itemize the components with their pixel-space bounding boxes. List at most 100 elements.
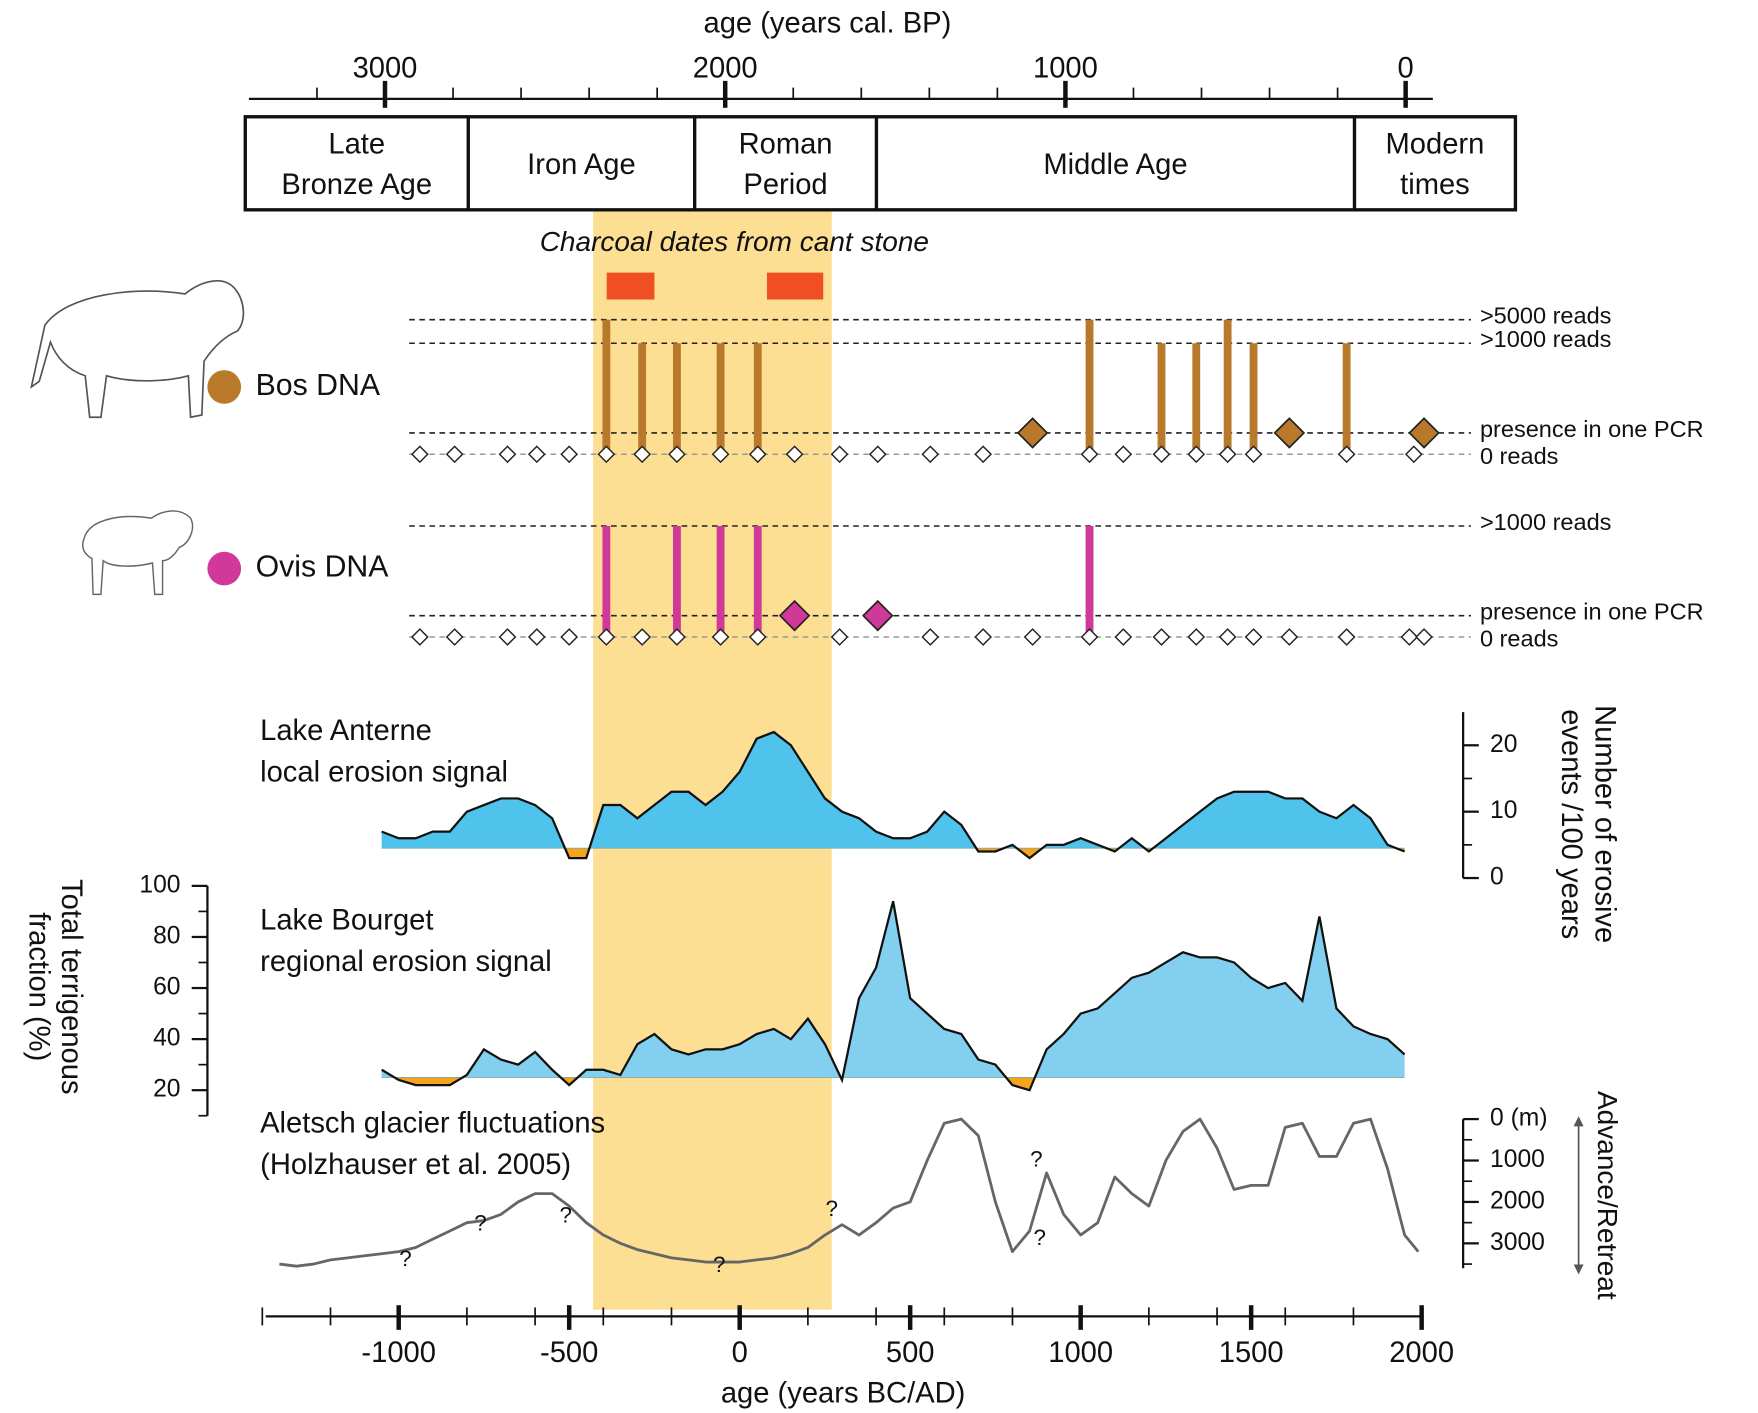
uncertainty-mark: ? (1030, 1146, 1042, 1171)
pcr-diamond (1409, 418, 1438, 447)
sample-diamond (1115, 446, 1131, 462)
reads-bar (1343, 343, 1351, 454)
sample-diamond (500, 446, 516, 462)
period-label: Modern (1386, 129, 1485, 161)
y-tick-label: 40 (153, 1025, 180, 1052)
uncertainty-mark: ? (560, 1202, 572, 1227)
reads-bar (602, 526, 610, 637)
charcoal-title: Charcoal dates from cant stone (540, 226, 929, 257)
period-label: Late (328, 129, 385, 161)
page: {"chart_data": [ {"type": "timeline", "t… (0, 0, 1758, 1413)
sample-diamond (975, 629, 991, 645)
bottom-tick-label: -500 (540, 1337, 598, 1369)
y-tick-label: 10 (1490, 797, 1517, 824)
sample-diamond (500, 629, 516, 645)
panel-title: Lake Bourget (260, 904, 433, 936)
panel-title: local erosion signal (260, 756, 508, 788)
y-axis-title: Advance/Retreat (1592, 1091, 1623, 1300)
sample-diamond (1220, 446, 1236, 462)
sample-diamond (1281, 629, 1297, 645)
panel-title: (Holzhauser et al. 2005) (260, 1149, 571, 1181)
sample-diamond (561, 629, 577, 645)
y-tick-label: 20 (153, 1076, 180, 1103)
bottom-tick-label: 0 (732, 1337, 748, 1369)
level-label: presence in one PCR (1480, 599, 1704, 625)
reads-bar (1158, 343, 1166, 454)
y-tick-label: 2000 (1490, 1187, 1545, 1214)
sample-diamond (1188, 629, 1204, 645)
level-label: 0 reads (1480, 626, 1558, 652)
top-tick-label: 0 (1398, 52, 1414, 84)
sample-diamond (561, 446, 577, 462)
y-tick-label: 3000 (1490, 1229, 1545, 1256)
reads-bar (1086, 320, 1094, 455)
reads-bar (673, 343, 681, 454)
sample-diamond (412, 446, 428, 462)
uncertainty-mark: ? (713, 1252, 725, 1277)
sample-diamond (1220, 629, 1236, 645)
reads-bar (1192, 343, 1200, 454)
sample-diamond (447, 629, 463, 645)
sample-diamond (1402, 629, 1418, 645)
bottom-tick-label: 1500 (1219, 1337, 1284, 1369)
top-tick-label: 1000 (1033, 52, 1098, 84)
period-label: Roman (739, 129, 833, 161)
uncertainty-mark: ? (826, 1196, 838, 1221)
y-tick-label: 20 (1490, 731, 1517, 758)
period-label: Middle Age (1043, 149, 1187, 181)
y-axis-title: Total terrigenous (55, 879, 87, 1094)
glacier-line (279, 1119, 1418, 1266)
bottom-tick-label: 2000 (1389, 1337, 1454, 1369)
sheep-sketch (83, 511, 193, 594)
y-tick-label: 80 (153, 922, 180, 949)
reads-bar (754, 526, 762, 637)
bottom-tick-label: 1000 (1048, 1337, 1113, 1369)
sample-diamond (529, 629, 545, 645)
uncertainty-mark: ? (1034, 1225, 1046, 1250)
sample-diamond (1339, 629, 1355, 645)
sample-diamond (975, 446, 991, 462)
sample-diamond (922, 629, 938, 645)
sample-diamond (1115, 629, 1131, 645)
sample-diamond (447, 446, 463, 462)
level-label: presence in one PCR (1480, 416, 1704, 442)
sample-diamond (1246, 446, 1262, 462)
reads-bar (1086, 526, 1094, 637)
sample-diamond (1406, 446, 1422, 462)
period-label: Bronze Age (281, 169, 432, 201)
pcr-diamond (863, 601, 892, 630)
level-label: >1000 reads (1480, 326, 1612, 352)
period-label: Period (743, 169, 827, 201)
reads-bar (638, 343, 646, 454)
sample-diamond (1416, 629, 1432, 645)
top-axis-title: age (years cal. BP) (704, 8, 952, 40)
sample-diamond (1188, 446, 1204, 462)
bottom-tick-label: 500 (886, 1337, 935, 1369)
reads-bar (717, 343, 725, 454)
period-label: Iron Age (527, 149, 636, 181)
y-axis-title: fraction (%) (22, 912, 54, 1061)
area-above (382, 901, 1405, 1090)
sample-diamond (529, 446, 545, 462)
level-label: >1000 reads (1480, 509, 1612, 535)
period-frame (245, 117, 1515, 210)
pcr-diamond (1275, 418, 1304, 447)
level-label: 0 reads (1480, 443, 1558, 469)
period-label: times (1400, 169, 1470, 201)
sample-diamond (870, 446, 886, 462)
sample-diamond (1154, 446, 1170, 462)
reads-bar (754, 343, 762, 454)
sample-diamond (1082, 629, 1098, 645)
y-tick-label: 1000 (1490, 1146, 1545, 1173)
sample-diamond (1339, 446, 1355, 462)
panel-title: regional erosion signal (260, 946, 552, 978)
legend-dot (207, 552, 241, 586)
y-tick-label: 0 (1490, 864, 1504, 891)
y-tick-label: 60 (153, 974, 180, 1001)
top-tick-label: 2000 (693, 52, 758, 84)
figure: age (years cal. BP)3000200010000LateBron… (0, 0, 1758, 1413)
panel-title: Aletsch glacier fluctuations (260, 1107, 605, 1139)
panel-title: Ovis DNA (256, 551, 390, 584)
charcoal-date (767, 273, 823, 300)
legend-dot (207, 370, 241, 404)
